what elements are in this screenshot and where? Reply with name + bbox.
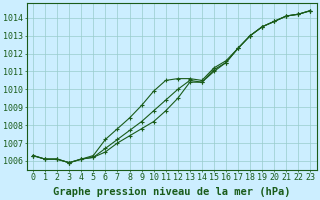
X-axis label: Graphe pression niveau de la mer (hPa): Graphe pression niveau de la mer (hPa) [53,186,291,197]
